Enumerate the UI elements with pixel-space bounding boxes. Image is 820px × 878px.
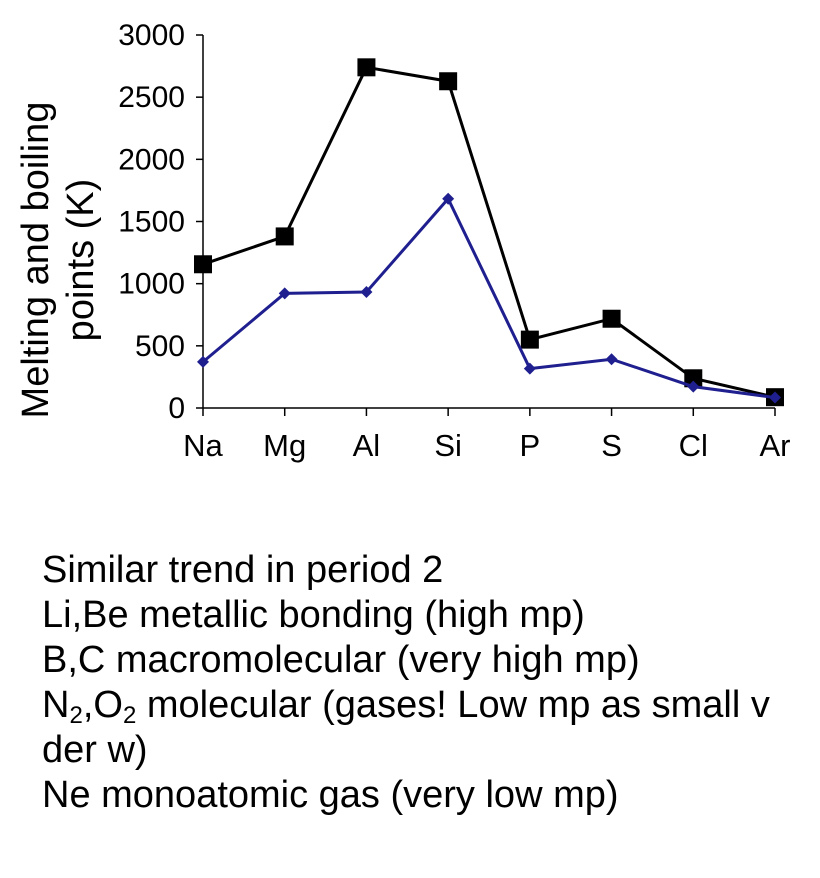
data-point	[520, 330, 539, 349]
y-tick-label: 0	[168, 392, 185, 425]
notes: Similar trend in period 2 Li,Be metallic…	[42, 548, 802, 818]
y-tick-label: 1000	[118, 268, 185, 301]
data-point	[684, 369, 703, 388]
data-point	[278, 287, 291, 300]
data-point	[523, 362, 536, 375]
note-ne: Ne monoatomic gas (very low mp)	[42, 774, 619, 816]
data-point	[357, 58, 376, 77]
melting-boiling-chart: 0 500 1000 1500 2000 2500 3000 Na Mg Al Si P S Cl Ar Me…	[15, 19, 791, 463]
x-tick-label: Al	[353, 428, 381, 463]
note-n2-o2: N2,O2 molecular (gases! Low mp as small …	[42, 684, 770, 771]
y-axis-label: Melting and boiling	[15, 102, 57, 419]
data-point	[439, 72, 458, 91]
note-b-c: B,C macromolecular (very high mp)	[42, 639, 640, 681]
y-tick-label: 2000	[118, 143, 185, 176]
x-tick-label: S	[601, 428, 622, 463]
y-tick-label: 3000	[118, 19, 185, 52]
x-tick-label: Na	[183, 428, 223, 463]
data-point	[360, 285, 373, 298]
note-period-2: Similar trend in period 2	[42, 549, 444, 591]
data-point	[769, 391, 781, 404]
data-point	[687, 380, 700, 393]
x-tick-label: Ar	[760, 428, 791, 463]
data-point	[605, 353, 618, 366]
data-point	[194, 255, 212, 274]
data-point	[602, 309, 621, 328]
x-tick-label: Si	[434, 428, 462, 463]
series-line-1	[202, 196, 776, 400]
y-tick-label: 500	[135, 330, 185, 363]
x-tick-label: P	[520, 428, 541, 463]
x-tick-label: Mg	[263, 428, 306, 463]
x-tick-label: Cl	[679, 428, 708, 463]
y-tick-label: 2500	[118, 81, 185, 114]
y-tick-label: 1500	[118, 206, 185, 239]
series-line-0	[202, 65, 776, 399]
data-point	[197, 355, 209, 368]
note-li-be: Li,Be metallic bonding (high mp)	[42, 594, 585, 636]
data-point	[442, 192, 455, 205]
data-point	[275, 227, 294, 246]
y-axis-label: points (K)	[60, 179, 102, 342]
